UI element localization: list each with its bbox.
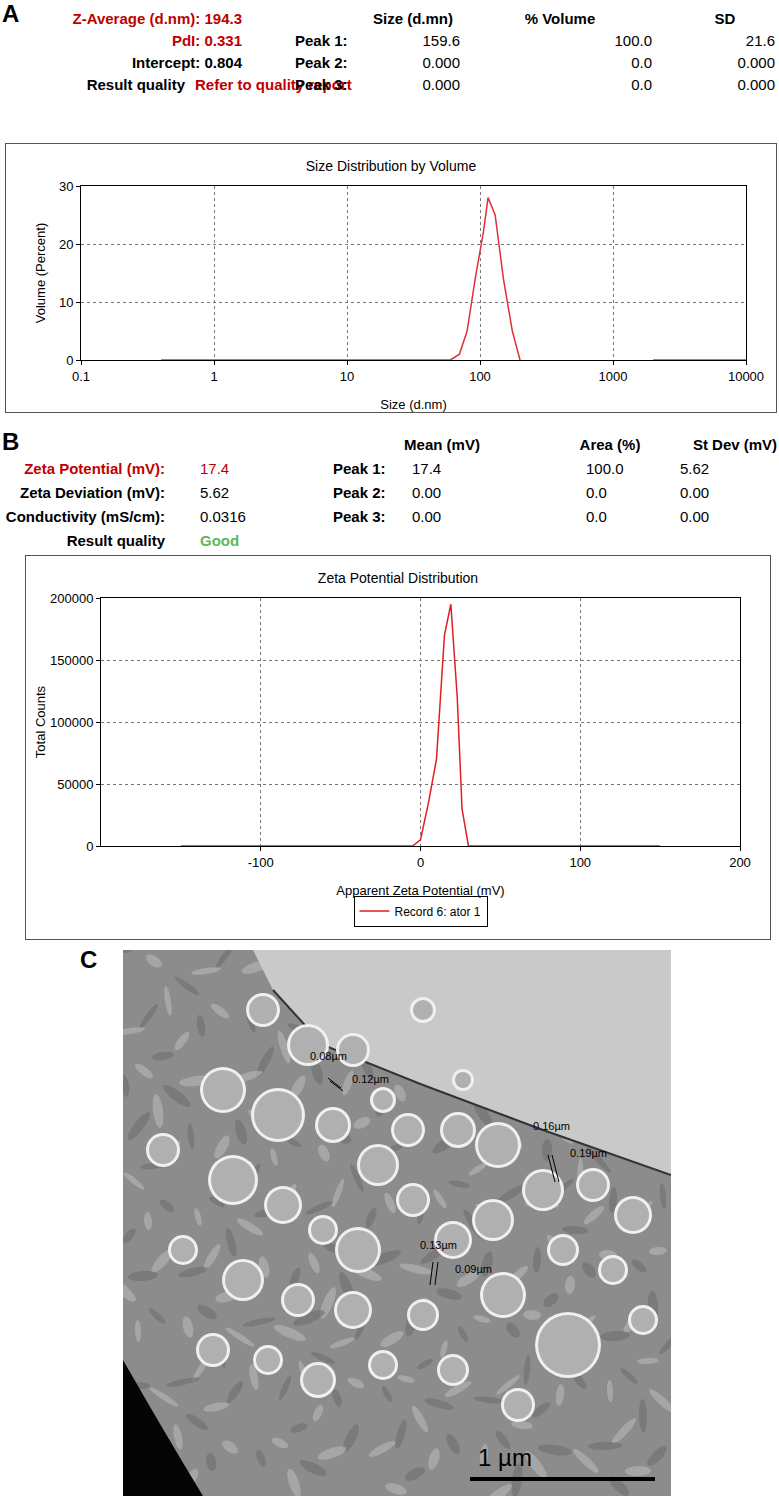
svg-text:30: 30: [59, 179, 73, 194]
html-text:% Volume: % Volume: [524, 10, 596, 27]
svg-text:0.09µm: 0.09µm: [455, 1263, 492, 1275]
svg-text:10000: 10000: [728, 369, 764, 384]
svg-text:1 µm: 1 µm: [478, 1444, 532, 1471]
html-text:Z-Average (d.nm): 194.3: Z-Average (d.nm): 194.3: [72, 10, 242, 27]
html-text:0.000: 0.000: [422, 54, 460, 71]
svg-text:50000: 50000: [57, 777, 93, 792]
html-text:SD: SD: [714, 10, 736, 27]
svg-text:20: 20: [59, 237, 73, 252]
html-text:Refer to quality report: Refer to quality report: [195, 76, 352, 93]
html-text:Peak 3:: Peak 3:: [295, 76, 348, 93]
html-text:Peak 2:: Peak 2:: [333, 484, 386, 501]
svg-text:0.16µm: 0.16µm: [533, 1120, 570, 1132]
html-text:0.000: 0.000: [737, 54, 775, 71]
html-text:Result quality: Result quality: [86, 76, 185, 93]
svg-text:Total Counts: Total Counts: [33, 685, 48, 758]
html-text:0.0: 0.0: [631, 76, 652, 93]
html-text:Conductivity (mS/cm):: Conductivity (mS/cm):: [5, 508, 165, 525]
svg-text:0.19µm: 0.19µm: [570, 1147, 607, 1159]
svg-text:-100: -100: [248, 855, 274, 870]
html-text:5.62: 5.62: [680, 460, 710, 477]
html-text:100.0: 100.0: [586, 460, 624, 477]
html-text:Zeta Potential (mV):: Zeta Potential (mV):: [24, 460, 165, 477]
html-text:Size (d.mn): Size (d.mn): [373, 10, 453, 27]
html-text:Peak 1:: Peak 1:: [295, 32, 348, 49]
html-text:0.0316: 0.0316: [200, 508, 246, 525]
html-text:C: C: [80, 946, 98, 973]
html-text:5.62: 5.62: [200, 484, 230, 501]
html-text:St Dev (mV): St Dev (mV): [692, 436, 778, 453]
html-text:PdI: 0.331: PdI: 0.331: [172, 32, 242, 49]
html-text:Result quality: Result quality: [66, 532, 165, 549]
svg-text:100000: 100000: [50, 715, 93, 730]
html-text:Peak 3:: Peak 3:: [333, 508, 386, 525]
html-text:Mean (mV): Mean (mV): [404, 436, 480, 453]
html-text:0.00: 0.00: [680, 484, 710, 501]
html-text:Zeta Deviation (mV):: Zeta Deviation (mV):: [20, 484, 165, 501]
html-text:Peak 1:: Peak 1:: [333, 460, 386, 477]
html-text:Peak 2:: Peak 2:: [295, 54, 348, 71]
svg-text:200: 200: [729, 855, 751, 870]
html-text:17.4: 17.4: [200, 460, 230, 477]
svg-text:Record 6: ator 1: Record 6: ator 1: [395, 905, 481, 919]
html-text:0.000: 0.000: [422, 76, 460, 93]
svg-text:100: 100: [569, 855, 591, 870]
svg-text:200000: 200000: [50, 591, 93, 606]
svg-text:Size (d.nm): Size (d.nm): [380, 397, 446, 412]
svg-text:0.08µm: 0.08µm: [310, 1050, 347, 1062]
html-text:Intercept: 0.804: Intercept: 0.804: [132, 54, 242, 71]
html-text:0.0: 0.0: [631, 54, 652, 71]
svg-text:Size Distribution by Volume: Size Distribution by Volume: [306, 158, 477, 174]
html-text:159.6: 159.6: [422, 32, 460, 49]
svg-text:100: 100: [469, 369, 491, 384]
svg-text:1: 1: [210, 369, 217, 384]
svg-text:0.12µm: 0.12µm: [352, 1073, 389, 1085]
html-text:17.4: 17.4: [412, 460, 442, 477]
svg-text:1000: 1000: [599, 369, 628, 384]
html-text:Area (%): Area (%): [579, 436, 641, 453]
html-text:B: B: [2, 428, 20, 455]
svg-text:0: 0: [417, 855, 424, 870]
html-text:0.00: 0.00: [412, 484, 442, 501]
html-text:A: A: [2, 0, 20, 27]
html-text:0.0: 0.0: [586, 484, 607, 501]
html-text:0.000: 0.000: [737, 76, 775, 93]
svg-text:Zeta Potential Distribution: Zeta Potential Distribution: [318, 570, 478, 586]
svg-text:10: 10: [59, 295, 73, 310]
svg-text:150000: 150000: [50, 653, 93, 668]
html-text:21.6: 21.6: [745, 32, 775, 49]
html-text:Good: Good: [200, 532, 240, 549]
svg-text:Volume (Percent): Volume (Percent): [33, 223, 48, 323]
svg-text:0: 0: [66, 353, 73, 368]
html-text:0.0: 0.0: [586, 508, 607, 525]
svg-text:0.1: 0.1: [72, 369, 90, 384]
svg-text:10: 10: [340, 369, 354, 384]
html-text:0.00: 0.00: [412, 508, 442, 525]
svg-text:0.13µm: 0.13µm: [420, 1239, 457, 1251]
html-text:100.0: 100.0: [614, 32, 652, 49]
html-text:0.00: 0.00: [680, 508, 710, 525]
svg-text:Apparent Zeta Potential (mV): Apparent Zeta Potential (mV): [336, 883, 504, 898]
svg-text:0: 0: [86, 839, 93, 854]
